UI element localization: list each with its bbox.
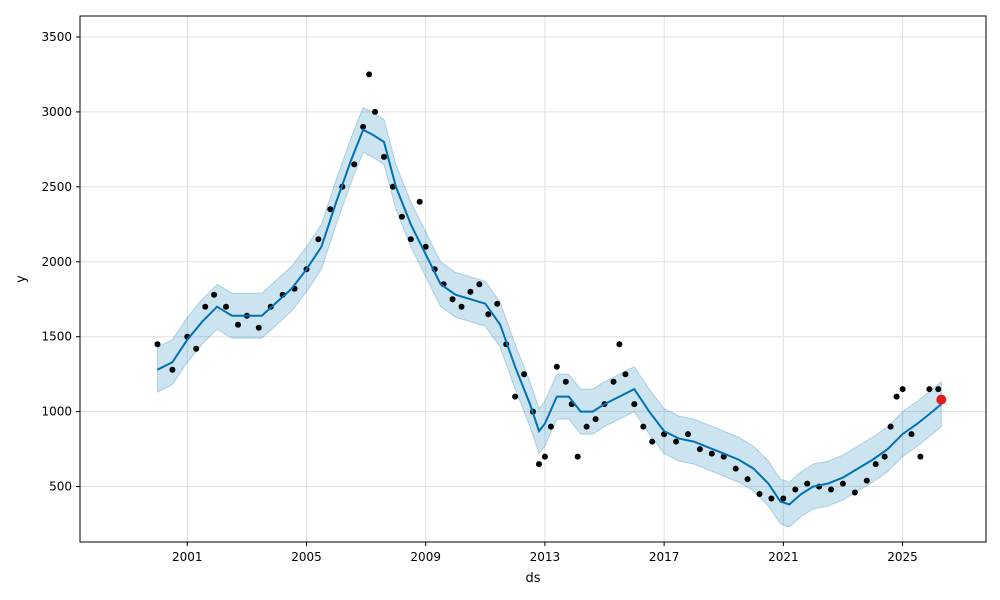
- observed-point: [756, 491, 763, 497]
- observed-point: [863, 477, 870, 484]
- observed-point: [235, 321, 241, 328]
- observed-point: [372, 108, 378, 115]
- observed-point: [685, 431, 691, 438]
- observed-point: [631, 401, 638, 408]
- x-tick-label: 2017: [649, 550, 680, 564]
- observed-point: [536, 461, 542, 468]
- y-tick-label: 2500: [41, 180, 72, 194]
- observed-point: [893, 393, 900, 400]
- observed-point: [640, 423, 647, 430]
- observed-point: [351, 161, 358, 168]
- observed-point: [202, 303, 209, 310]
- observed-point: [381, 153, 387, 160]
- observed-point: [547, 423, 554, 430]
- y-tick-label: 500: [49, 480, 72, 494]
- observed-point: [407, 236, 414, 243]
- observed-point: [917, 453, 924, 460]
- highlight-point: [936, 394, 947, 405]
- observed-point: [416, 198, 423, 205]
- observed-point: [521, 371, 528, 378]
- observed-point: [494, 300, 501, 307]
- observed-point: [449, 296, 456, 303]
- observed-point: [366, 71, 373, 78]
- forecast-line: [157, 128, 942, 506]
- observed-point: [804, 480, 811, 487]
- observed-point: [255, 324, 262, 331]
- observed-point: [154, 341, 161, 348]
- observed-point: [708, 450, 715, 457]
- uncertainty-band: [157, 106, 942, 528]
- x-tick-label: 2009: [410, 550, 441, 564]
- observed-point: [315, 236, 322, 243]
- y-tick-label: 1500: [41, 330, 72, 344]
- observed-point: [583, 423, 590, 430]
- observed-point: [908, 431, 915, 438]
- observed-point: [828, 486, 834, 493]
- observed-point: [541, 453, 548, 460]
- forecast-line-layer: [157, 128, 942, 506]
- x-tick-label: 2025: [887, 550, 918, 564]
- observed-point: [458, 303, 465, 310]
- observed-point: [899, 386, 906, 393]
- observed-point: [887, 423, 894, 430]
- observed-point: [649, 438, 656, 445]
- grid-layer: [80, 16, 986, 542]
- observed-point: [616, 341, 623, 348]
- plot-area: [80, 16, 986, 542]
- highlight-layer: [936, 394, 947, 405]
- observed-point: [732, 465, 739, 472]
- observed-point: [780, 495, 787, 502]
- observed-point: [476, 281, 483, 288]
- observed-point: [223, 303, 229, 310]
- observed-point: [872, 461, 879, 468]
- observed-point: [851, 489, 858, 496]
- observed-point: [610, 378, 617, 385]
- observed-point: [592, 416, 599, 423]
- x-tick-label: 2001: [172, 550, 203, 564]
- x-tick-label: 2021: [768, 550, 799, 564]
- plot-frame: [79, 15, 987, 543]
- x-tick-label: 2013: [530, 550, 561, 564]
- observed-point: [211, 291, 218, 298]
- observed-point: [169, 366, 176, 373]
- observed-point: [193, 345, 200, 352]
- observed-point: [327, 206, 334, 213]
- observed-point: [744, 476, 751, 483]
- observed-point: [422, 243, 429, 250]
- observed-point: [696, 446, 703, 453]
- y-tick-label: 2000: [41, 255, 72, 269]
- observed-point: [673, 438, 680, 445]
- observed-point: [881, 453, 888, 460]
- observed-point: [839, 480, 846, 487]
- tick-layer: 2001 2005 2009 2013 2017 2021 2025 500 1000 1500 2…: [41, 30, 917, 564]
- observed-point: [792, 486, 799, 493]
- observed-point: [389, 183, 396, 190]
- uncertainty-band-layer: [157, 106, 942, 528]
- y-tick-label: 1000: [41, 405, 72, 419]
- observed-point: [562, 378, 569, 385]
- y-tick-label: 3000: [41, 105, 72, 119]
- y-tick-label: 3500: [41, 30, 72, 44]
- observed-point: [485, 311, 492, 318]
- observed-point: [467, 288, 474, 295]
- observed-point: [553, 363, 560, 370]
- observed-point: [768, 495, 775, 502]
- observed-point: [360, 123, 367, 130]
- observed-point: [574, 453, 581, 460]
- x-tick-label: 2005: [291, 550, 322, 564]
- observed-point: [935, 386, 942, 393]
- observed-point: [512, 393, 519, 400]
- observed-point: [622, 371, 629, 378]
- observed-point: [926, 386, 933, 393]
- observed-point: [398, 213, 405, 220]
- y-axis-label: y: [14, 275, 29, 283]
- x-axis-label: ds: [525, 571, 540, 586]
